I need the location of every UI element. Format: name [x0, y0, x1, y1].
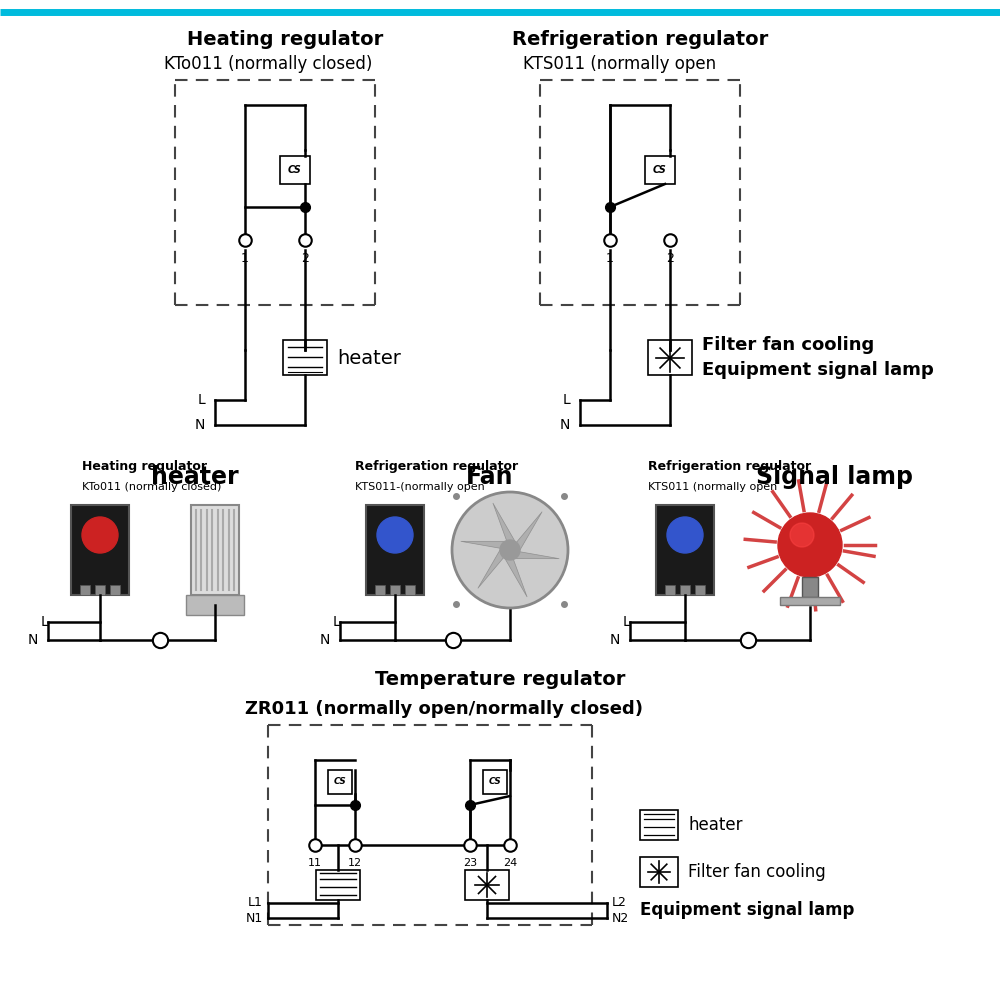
- Text: 12: 12: [348, 858, 362, 868]
- Circle shape: [667, 517, 703, 553]
- Text: Fan: Fan: [466, 465, 514, 489]
- Polygon shape: [461, 541, 510, 550]
- Text: L1: L1: [248, 896, 263, 910]
- Text: Equipment signal lamp: Equipment signal lamp: [640, 901, 854, 919]
- Text: heater: heater: [688, 816, 742, 834]
- Polygon shape: [483, 770, 507, 794]
- Text: N2: N2: [612, 912, 629, 924]
- Circle shape: [82, 517, 118, 553]
- Polygon shape: [366, 505, 424, 595]
- Text: L2: L2: [612, 896, 627, 910]
- Polygon shape: [316, 870, 360, 900]
- Polygon shape: [80, 585, 90, 595]
- Text: N: N: [28, 633, 38, 647]
- Text: N: N: [320, 633, 330, 647]
- Text: 11: 11: [308, 858, 322, 868]
- Polygon shape: [645, 156, 675, 184]
- Text: L: L: [332, 615, 340, 629]
- Circle shape: [790, 523, 814, 547]
- Polygon shape: [110, 585, 120, 595]
- Polygon shape: [191, 505, 239, 595]
- Text: L: L: [197, 393, 205, 407]
- Polygon shape: [328, 770, 352, 794]
- Polygon shape: [680, 585, 690, 595]
- Text: Signal lamp: Signal lamp: [757, 465, 914, 489]
- Text: N: N: [610, 633, 620, 647]
- Polygon shape: [510, 512, 542, 550]
- Text: CS: CS: [334, 778, 346, 786]
- Text: Heating regulator: Heating regulator: [82, 460, 207, 473]
- Text: L: L: [622, 615, 630, 629]
- Circle shape: [452, 492, 568, 608]
- Polygon shape: [780, 597, 840, 605]
- Text: L: L: [562, 393, 570, 407]
- Text: N: N: [195, 418, 205, 432]
- Text: L: L: [40, 615, 48, 629]
- Text: CS: CS: [653, 165, 667, 175]
- Polygon shape: [375, 585, 385, 595]
- Text: 1: 1: [241, 252, 249, 265]
- Polygon shape: [505, 550, 527, 597]
- Polygon shape: [640, 857, 678, 887]
- Circle shape: [377, 517, 413, 553]
- Polygon shape: [95, 585, 105, 595]
- Polygon shape: [390, 585, 400, 595]
- Polygon shape: [465, 870, 509, 900]
- Text: Heating regulator: Heating regulator: [187, 30, 383, 49]
- Circle shape: [778, 513, 842, 577]
- Text: KTS011 (normally open: KTS011 (normally open: [648, 482, 777, 492]
- Circle shape: [500, 540, 520, 560]
- Text: 2: 2: [301, 252, 309, 265]
- Text: Refrigeration regulator: Refrigeration regulator: [648, 460, 811, 473]
- Text: KTo011 (normally closed): KTo011 (normally closed): [164, 55, 372, 73]
- Text: CS: CS: [288, 165, 302, 175]
- Text: KTS011 (normally open: KTS011 (normally open: [523, 55, 717, 73]
- Text: N1: N1: [246, 912, 263, 924]
- Polygon shape: [665, 585, 675, 595]
- Text: Filter fan cooling: Filter fan cooling: [702, 336, 874, 354]
- Polygon shape: [493, 503, 515, 550]
- Text: Equipment signal lamp: Equipment signal lamp: [702, 361, 934, 379]
- Text: Filter fan cooling: Filter fan cooling: [688, 863, 826, 881]
- Polygon shape: [478, 550, 510, 588]
- Text: 1: 1: [606, 252, 614, 265]
- Text: KTS011-(normally open: KTS011-(normally open: [355, 482, 485, 492]
- Text: Temperature regulator: Temperature regulator: [375, 670, 625, 689]
- Polygon shape: [648, 340, 692, 375]
- Text: ZR011 (normally open/normally closed): ZR011 (normally open/normally closed): [245, 700, 643, 718]
- Polygon shape: [640, 810, 678, 840]
- Text: KTo011 (normally closed): KTo011 (normally closed): [82, 482, 221, 492]
- Polygon shape: [186, 595, 244, 615]
- Polygon shape: [280, 156, 310, 184]
- Polygon shape: [405, 585, 415, 595]
- Text: heater: heater: [337, 349, 401, 367]
- Polygon shape: [283, 340, 327, 375]
- Polygon shape: [510, 550, 559, 559]
- Text: 2: 2: [666, 252, 674, 265]
- Polygon shape: [656, 505, 714, 595]
- Text: Refrigeration regulator: Refrigeration regulator: [512, 30, 768, 49]
- Polygon shape: [71, 505, 129, 595]
- Text: heater: heater: [151, 465, 239, 489]
- Polygon shape: [802, 577, 818, 597]
- Polygon shape: [695, 585, 705, 595]
- Text: 23: 23: [463, 858, 477, 868]
- Text: CS: CS: [489, 778, 501, 786]
- Text: Refrigeration regulator: Refrigeration regulator: [355, 460, 518, 473]
- Text: N: N: [560, 418, 570, 432]
- Text: 24: 24: [503, 858, 517, 868]
